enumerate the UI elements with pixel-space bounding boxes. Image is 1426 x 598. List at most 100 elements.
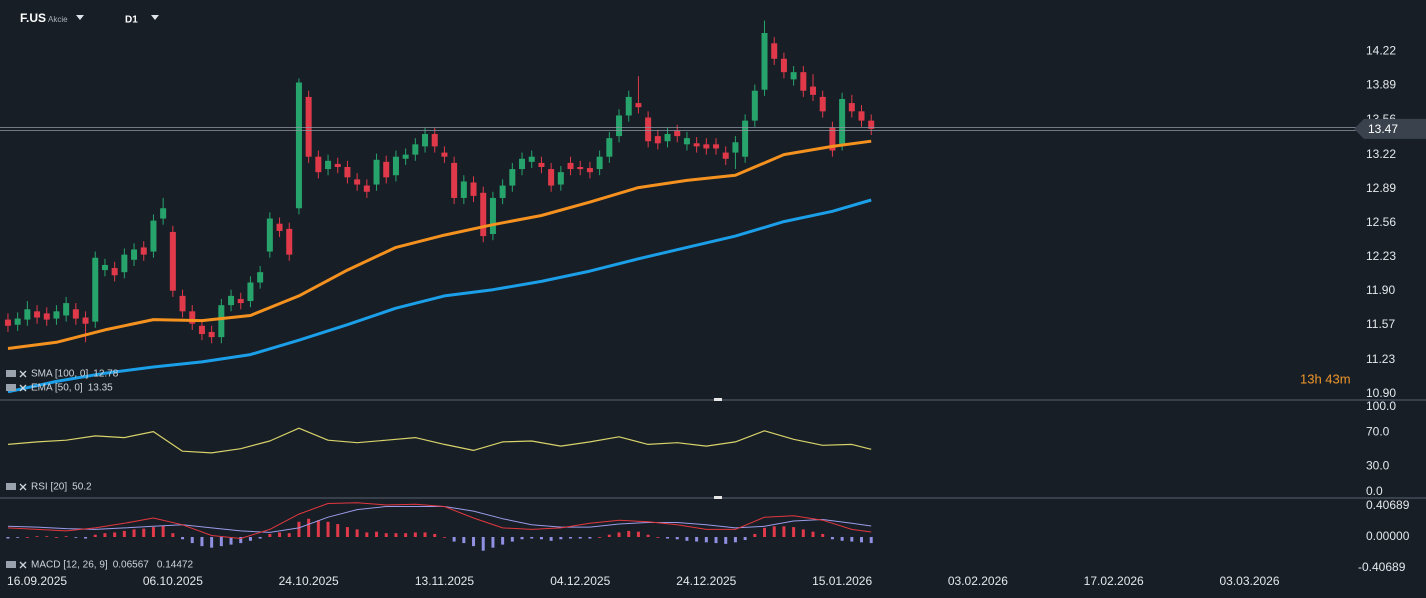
candle-body [596,156,603,170]
countdown: 13h 43m [1300,371,1351,386]
candle-body [645,117,652,142]
candle-body [790,72,797,80]
symbol[interactable]: F.US [20,11,46,25]
symbol-dropdown[interactable] [76,15,84,20]
candle-body [761,32,768,90]
candle-body [654,136,661,144]
candle-body [771,43,778,59]
legend-close[interactable] [19,384,27,392]
x-tick-label: 24.10.2025 [279,574,339,588]
candle-body [422,134,429,147]
histogram-bar [695,536,699,542]
histogram-bar [530,536,534,539]
candle-body [635,103,642,108]
histogram-bar [210,536,214,548]
candle-body [412,144,419,155]
timeframe-dropdown[interactable] [151,15,159,20]
legend-name: EMA [50, 0] [31,383,83,394]
legend-icon[interactable] [6,561,16,568]
histogram-bar [549,536,553,541]
y-tick-label: 13.22 [1366,147,1396,161]
legend-close[interactable] [19,561,27,569]
histogram-bar [520,536,524,540]
candle-body [451,162,458,198]
legend-icon[interactable] [6,384,16,391]
candle-body [295,82,302,209]
x-tick-label: 04.12.2025 [550,574,610,588]
histogram-bar [25,536,29,538]
histogram-bar [268,533,272,537]
candle-body [14,318,21,325]
y-tick-label: 12.89 [1366,181,1396,195]
histogram-bar [404,533,408,537]
y-tick-label: 30.0 [1366,459,1390,473]
histogram-bar [840,536,844,541]
histogram-bar [375,531,379,537]
legend-close[interactable] [19,483,27,491]
candle-body [829,127,836,151]
candle-body [674,130,681,137]
histogram-bar [84,536,88,539]
legend-icon[interactable] [6,370,16,377]
candle-body [131,249,138,260]
candle-body [373,159,380,185]
histogram-bar [6,536,10,539]
candle-body [189,311,196,324]
y-tick-label: 14.22 [1366,44,1396,58]
histogram-bar [811,531,815,537]
histogram-bar [666,536,670,539]
histogram-bar [171,533,175,537]
candle-body [528,156,535,162]
candle-body [431,134,438,147]
histogram-bar [617,532,621,537]
candle-body [509,169,516,186]
candle-body [722,152,729,159]
histogram-bar [433,533,437,537]
candle-body [334,163,341,168]
candle-body [208,331,215,338]
histogram-bar [821,533,825,537]
histogram-bar [782,526,786,537]
candle-body [111,268,118,276]
candle-body [257,272,264,283]
candle-body [499,185,506,198]
histogram-bar [384,533,388,537]
overlay: 16.09.2025 06.10.2025 24.10.2025 13.11.2025… [6,44,1426,588]
candle-body [441,152,448,157]
legend-icon[interactable] [6,483,16,490]
histogram-bar [190,536,194,544]
candle-body [470,182,477,196]
y-tick-label: 0.0 [1366,484,1383,498]
pane-handle[interactable] [714,398,722,401]
candle-body [751,90,758,121]
legend-value: 50.2 [72,482,92,493]
histogram-bar [307,518,311,537]
candle-body [616,115,623,137]
candle-body [567,162,574,170]
histogram-bar [743,536,747,541]
candle-body [363,185,370,192]
pane-handle[interactable] [714,496,722,499]
histogram-bar [675,536,679,540]
candle-body [868,120,875,129]
timeframe[interactable]: D1 [125,15,138,26]
asset-type: Akcie [48,15,68,24]
candle-body [228,295,235,306]
x-tick-label: 24.12.2025 [676,574,736,588]
legend-value: 0.06567 [113,560,150,571]
histogram-bar [491,536,495,548]
legend-close[interactable] [19,370,27,378]
candle-body [266,218,273,252]
candle-body [101,264,108,271]
histogram-bar [132,529,136,537]
candle-body [693,143,700,147]
histogram-bar [336,524,340,537]
last-price-label: 13.47 [1368,122,1398,136]
y-tick-label: 11.90 [1366,283,1395,297]
candle-body [819,96,826,112]
candle-body [169,231,176,291]
candle-body [839,98,846,145]
histogram-bar [229,536,233,545]
candle-body [848,103,855,112]
indicator-line [7,139,872,350]
